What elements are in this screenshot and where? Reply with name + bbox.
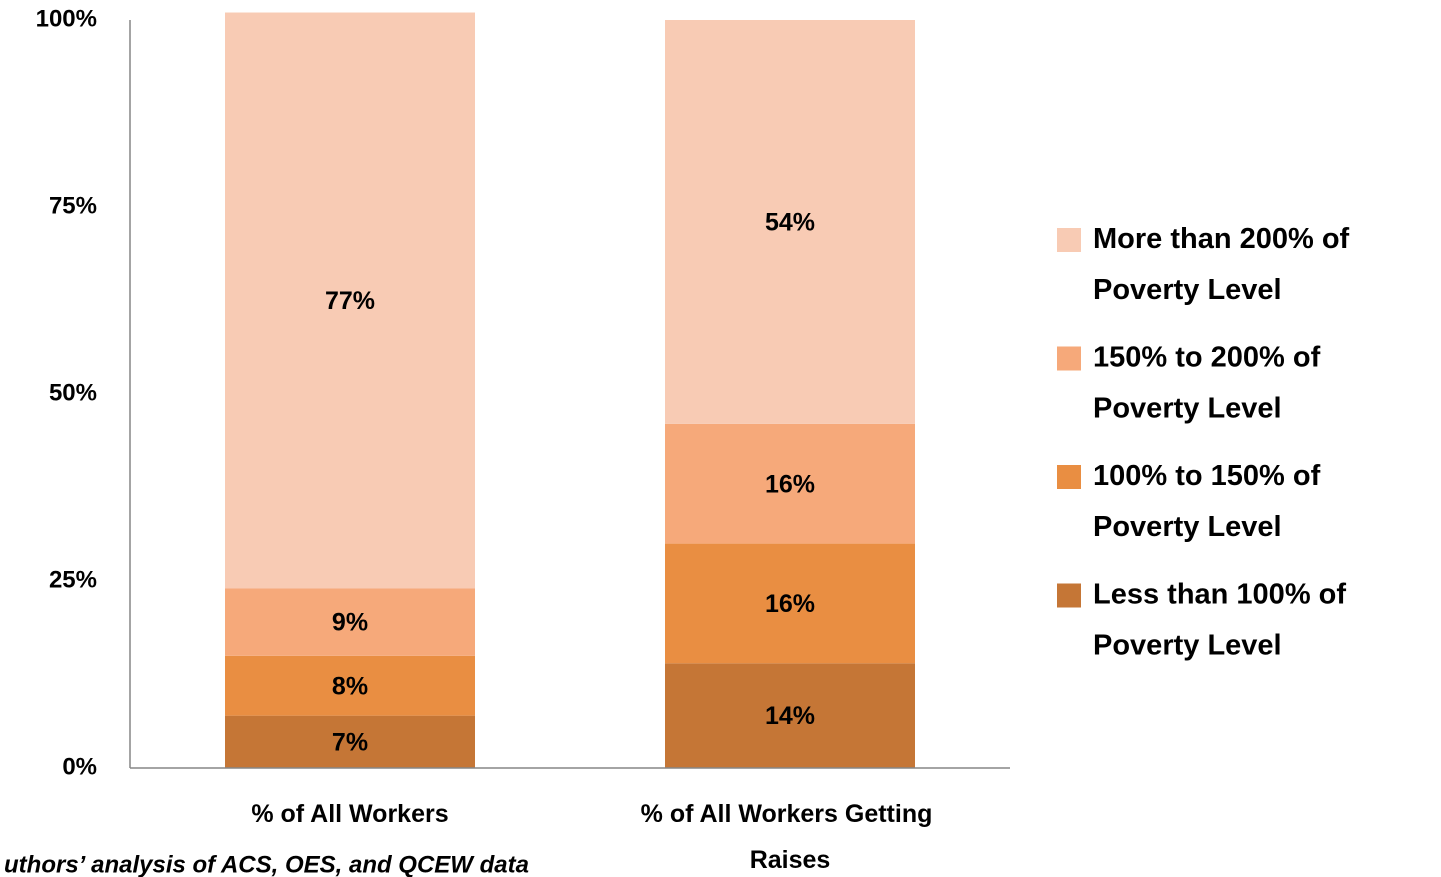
bar-segment — [225, 655, 475, 716]
x-tick-label: % of All Workers — [251, 800, 448, 828]
legend-swatch — [1057, 346, 1081, 371]
y-tick-label: 75% — [49, 192, 97, 219]
legend-label: 150% to 200% of Poverty Level — [1093, 341, 1328, 424]
data-label: 8% — [332, 672, 368, 700]
legend-label: 100% to 150% of Poverty Level — [1093, 460, 1328, 543]
bar-segment — [665, 423, 915, 544]
bar-segment — [665, 543, 915, 664]
data-label: 7% — [332, 728, 368, 756]
legend-label: Less than 100% of Poverty Level — [1093, 578, 1354, 661]
bar-segment — [665, 20, 915, 424]
bar-segment — [225, 588, 475, 656]
legend-swatch — [1057, 228, 1081, 252]
data-label: 16% — [765, 590, 815, 618]
bar-segment — [225, 12, 475, 589]
y-tick-label: 50% — [49, 379, 97, 406]
y-tick-label: 100% — [36, 5, 97, 32]
data-label: 54% — [765, 209, 815, 237]
data-label: 16% — [765, 470, 815, 498]
source-note: uthors’ analysis of ACS, OES, and QCEW d… — [4, 851, 529, 877]
bar-segment — [225, 715, 475, 768]
x-tick-label: % of All Workers Getting Raises — [641, 800, 940, 874]
y-tick-label: 0% — [62, 753, 97, 780]
data-label: 9% — [332, 609, 368, 637]
y-tick-label: 25% — [49, 566, 97, 593]
legend-swatch — [1057, 465, 1081, 489]
legend-label: More than 200% of Poverty Level — [1093, 223, 1357, 306]
bar-segment — [665, 663, 915, 768]
legend-swatch — [1057, 583, 1081, 608]
data-label: 14% — [765, 702, 815, 730]
data-label: 77% — [325, 287, 375, 315]
